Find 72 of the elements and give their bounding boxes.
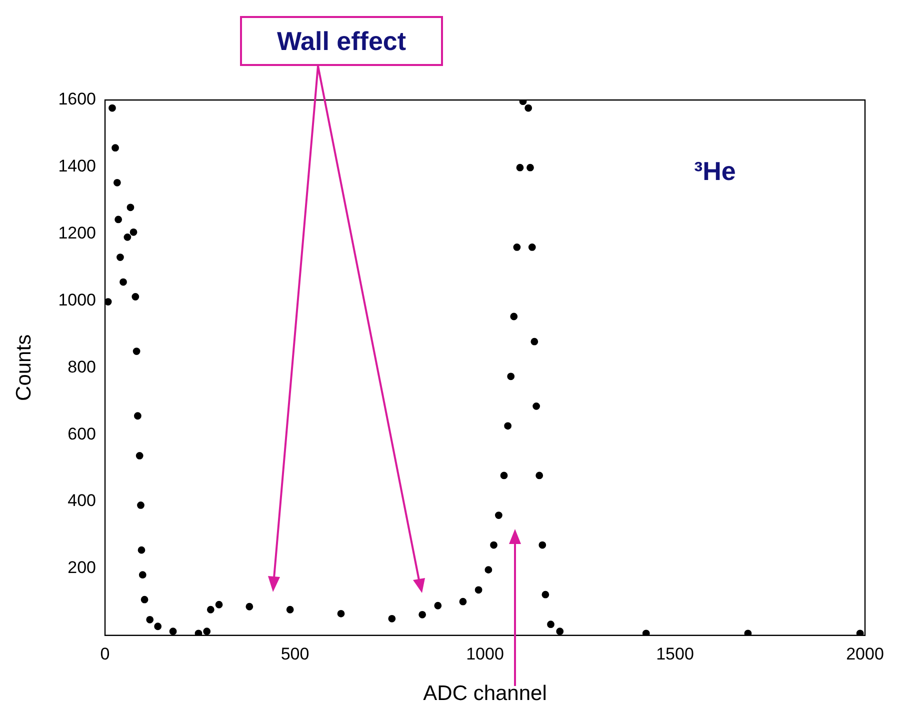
point xyxy=(215,600,223,608)
y-tick-label: 800 xyxy=(68,357,96,376)
point xyxy=(138,546,146,554)
point xyxy=(137,502,144,509)
point xyxy=(494,512,502,519)
point xyxy=(516,164,524,172)
point xyxy=(524,104,532,112)
y-tick-label: 600 xyxy=(68,424,96,444)
point xyxy=(112,144,119,152)
point xyxy=(126,204,134,212)
y-tick-label: 1000 xyxy=(58,290,96,310)
point xyxy=(490,541,498,549)
point xyxy=(538,541,546,549)
point xyxy=(856,630,864,636)
text: Wall effect xyxy=(240,16,443,66)
annotation: ³He xyxy=(694,156,736,187)
point xyxy=(132,348,140,356)
y-tick-label: 1400 xyxy=(58,156,96,176)
point xyxy=(474,586,482,594)
point xyxy=(108,104,116,112)
point xyxy=(504,422,512,430)
point xyxy=(642,630,650,636)
y-tick-label: 400 xyxy=(68,491,96,510)
point xyxy=(105,298,112,306)
point xyxy=(124,233,132,241)
point xyxy=(146,616,154,624)
y-tick-label: 1600 xyxy=(58,90,96,109)
y-axis-title: Counts xyxy=(12,334,36,401)
point xyxy=(530,338,538,346)
point xyxy=(246,602,254,610)
x-axis-title: ADC channel xyxy=(423,682,547,706)
y-tick-label: 200 xyxy=(68,558,96,578)
x-tick-label: 1500 xyxy=(656,644,694,664)
point xyxy=(744,630,752,636)
point xyxy=(113,178,121,186)
x-tick-label: 2000 xyxy=(846,644,884,664)
point xyxy=(286,606,294,614)
point xyxy=(138,571,146,579)
point xyxy=(169,628,177,636)
point xyxy=(500,472,508,480)
point xyxy=(388,614,396,622)
y-tick-label: 1200 xyxy=(58,224,96,243)
point xyxy=(510,312,518,320)
point xyxy=(526,164,534,172)
point xyxy=(507,372,515,380)
point xyxy=(206,606,214,614)
point xyxy=(484,566,492,574)
point xyxy=(418,610,426,618)
point xyxy=(140,596,148,604)
point xyxy=(459,598,467,606)
point xyxy=(132,293,140,300)
x-tick-label: 0 xyxy=(100,644,110,664)
x-tick-label: 1000 xyxy=(466,644,504,664)
point xyxy=(542,590,550,598)
point xyxy=(194,630,202,636)
point xyxy=(203,628,211,636)
point xyxy=(556,628,564,636)
point xyxy=(154,622,162,630)
x-tick-label: 500 xyxy=(280,644,310,664)
point xyxy=(547,620,554,628)
point xyxy=(136,452,144,460)
point xyxy=(134,412,142,420)
point xyxy=(116,254,124,261)
point xyxy=(337,610,345,618)
point xyxy=(528,244,536,251)
point xyxy=(532,402,540,410)
point xyxy=(114,216,122,224)
point xyxy=(513,244,521,251)
point xyxy=(120,278,127,286)
point xyxy=(434,602,442,610)
point xyxy=(536,472,544,480)
point xyxy=(130,228,138,236)
